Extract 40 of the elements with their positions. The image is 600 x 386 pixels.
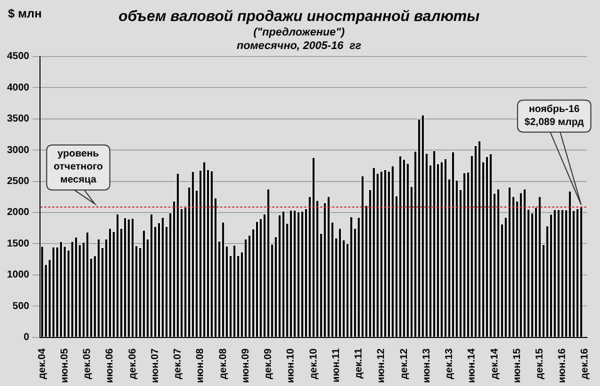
x-tick-label: июн.05 [60,348,70,384]
x-tick-label: дек.13 [444,348,456,380]
x-tick-label: июн.08 [195,348,206,384]
x-tick-label: июн.11 [330,348,342,382]
y-tick-label: 4500 [6,51,30,62]
y-tick-label: 3000 [6,144,30,156]
x-tick-label: дек.14 [489,348,500,380]
y-tick-label: 4000 [6,82,30,94]
x-tick-label: дек.12 [398,348,410,380]
y-tick-label: 2500 [6,176,30,188]
x-tick-label: дек.15 [534,348,546,380]
x-tick-label: дек.04 [36,348,48,380]
chart-subtitle: ("предложение") помесячно, 2005-16 гг [236,26,362,52]
y-tick-label: 1500 [6,238,30,250]
x-tick-label: июн.16 [557,348,568,384]
y-tick-label: 2000 [6,207,30,218]
x-tick-label: дек.05 [82,348,94,380]
x-tick-label: июн.10 [286,348,297,384]
annotation: ноябрь-16 $2,089 млрд [524,104,585,128]
x-tick-label: дек.09 [263,348,274,380]
x-tick-label: июн.07 [150,348,161,384]
y-tick-label: 500 [12,300,30,312]
x-tick-label: июн.06 [104,348,116,384]
x-tick-label: июн.12 [376,348,388,384]
x-tick-label: дек.11 [354,348,365,379]
x-tick-label: дек.10 [308,348,320,380]
y-tick-label: 3500 [6,114,30,125]
x-tick-label: июн.15 [512,348,523,384]
x-tick-label: дек.07 [172,348,184,380]
chart-title: объем валовой продажи иностранной валюты [118,8,480,26]
x-tick-label: дек.08 [218,348,229,380]
x-tick-label: дек.16 [580,348,591,380]
x-tick-label: июн.14 [466,348,478,384]
ref-line-label: уровень отчетного месяца [54,148,103,186]
y-tick-label: 0 [24,332,30,344]
y-axis-title: $ млн [8,6,42,20]
x-tick-label: дек.06 [127,348,138,380]
y-tick-label: 1000 [6,270,30,281]
x-tick-label: июн.13 [421,348,432,384]
x-tick-label: июн.09 [240,348,252,384]
